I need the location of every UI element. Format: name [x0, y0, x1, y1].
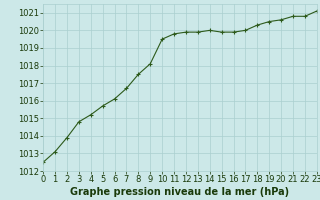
X-axis label: Graphe pression niveau de la mer (hPa): Graphe pression niveau de la mer (hPa)	[70, 187, 290, 197]
